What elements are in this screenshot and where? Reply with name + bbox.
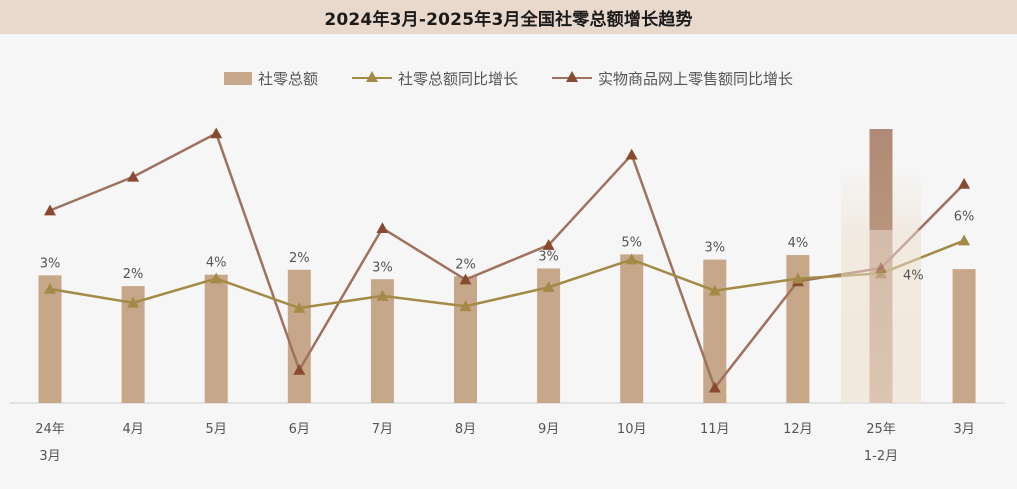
marker-retail-5 — [459, 300, 472, 312]
bar-3 — [287, 269, 311, 403]
marker-online-11 — [958, 177, 971, 189]
marker-retail-4 — [376, 289, 389, 301]
line-online-retail-growth — [49, 131, 965, 391]
chart-legend: 社零总额 社零总额同比增长 实物商品网上零售额同比增长 — [0, 66, 1017, 90]
marker-online-2 — [210, 127, 223, 139]
marker-online-0 — [44, 204, 56, 216]
marker-retail-9 — [791, 272, 804, 284]
line-retail-growth — [49, 239, 965, 310]
x-tick-label-4-0: 7月 — [372, 422, 393, 437]
data-label-4: 3% — [372, 260, 393, 275]
bar-11 — [952, 269, 976, 403]
data-label-10: 4% — [903, 268, 924, 283]
x-tick-label-9-0: 12月 — [783, 422, 813, 437]
marker-online-3 — [293, 364, 306, 375]
x-tick-label-10-0: 25年 — [866, 422, 896, 437]
data-label-0: 3% — [40, 256, 61, 271]
highlight-veil — [841, 230, 921, 403]
data-label-11: 6% — [954, 210, 975, 225]
legend-item-bar: 社零总额 — [223, 68, 318, 89]
x-tick-label-11-0: 3月 — [953, 422, 974, 437]
bar-7 — [620, 254, 644, 403]
marker-online-1 — [127, 170, 140, 182]
marker-retail-10 — [875, 267, 887, 279]
marker-retail-11 — [958, 234, 971, 246]
marker-online-7 — [625, 148, 638, 160]
x-tick-label-2-0: 5月 — [206, 422, 227, 437]
marker-online-6 — [542, 239, 555, 250]
x-tick-label-3-0: 6月 — [289, 422, 310, 437]
bar-0 — [38, 275, 62, 403]
x-tick-label-10-1: 1-2月 — [864, 449, 898, 464]
data-label-8: 3% — [704, 241, 725, 256]
x-tick-label-6-0: 9月 — [538, 422, 559, 437]
marker-online-8 — [708, 381, 721, 393]
marker-retail-3 — [293, 302, 306, 313]
data-label-6: 3% — [538, 249, 559, 264]
marker-retail-0 — [44, 282, 56, 294]
marker-retail-2 — [210, 272, 223, 284]
legend-line1-swatch — [351, 71, 392, 85]
chart-title-bar: 2024年3月-2025年3月全国社零总额增长趋势 — [0, 0, 1017, 34]
chart-title: 2024年3月-2025年3月全国社零总额增长趋势 — [324, 9, 693, 30]
bar-1 — [121, 286, 145, 403]
marker-online-4 — [376, 222, 389, 234]
data-label-5: 2% — [455, 257, 476, 272]
bar-5 — [454, 276, 477, 403]
bar-4 — [370, 279, 394, 403]
legend-bar-swatch — [223, 71, 252, 85]
data-label-1: 2% — [123, 267, 144, 282]
legend-item-line2: 实物商品网上零售额同比增长 — [552, 68, 793, 89]
bar-2 — [204, 274, 228, 403]
marker-retail-8 — [708, 284, 721, 296]
marker-retail-1 — [127, 296, 140, 308]
x-tick-label-8-0: 11月 — [700, 422, 730, 437]
data-label-9: 4% — [788, 236, 809, 251]
data-label-2: 4% — [206, 256, 227, 271]
x-tick-label-1-0: 4月 — [122, 422, 143, 437]
legend-line1-label: 社零总额同比增长 — [397, 69, 518, 88]
x-tick-label-5-0: 8月 — [455, 422, 476, 437]
x-tick-label-0-1: 3月 — [39, 449, 60, 464]
legend-item-line1: 社零总额同比增长 — [351, 68, 518, 89]
marker-online-5 — [459, 273, 472, 285]
legend-bar-label: 社零总额 — [257, 69, 318, 88]
bar-8 — [703, 259, 727, 403]
legend-line2-swatch — [552, 71, 592, 85]
x-tick-label-7-0: 10月 — [617, 422, 647, 437]
x-tick-label-0-0: 24年 — [35, 422, 65, 437]
data-label-3: 2% — [289, 251, 310, 266]
marker-retail-6 — [542, 281, 555, 293]
data-label-7: 5% — [621, 235, 642, 250]
legend-line2-label: 实物商品网上零售额同比增长 — [598, 69, 794, 88]
bar-9 — [786, 255, 810, 403]
bar-6 — [537, 268, 561, 403]
marker-retail-7 — [625, 253, 638, 265]
